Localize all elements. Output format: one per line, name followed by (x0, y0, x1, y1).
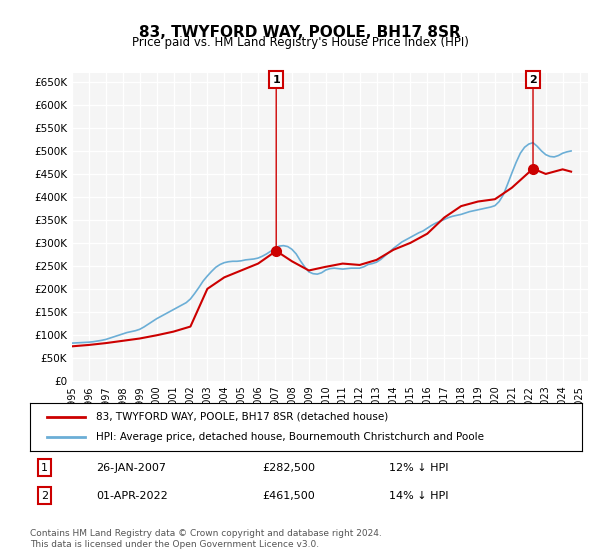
Text: 83, TWYFORD WAY, POOLE, BH17 8SR (detached house): 83, TWYFORD WAY, POOLE, BH17 8SR (detach… (96, 412, 388, 422)
Text: £461,500: £461,500 (262, 491, 314, 501)
Text: 26-JAN-2007: 26-JAN-2007 (96, 463, 166, 473)
Text: HPI: Average price, detached house, Bournemouth Christchurch and Poole: HPI: Average price, detached house, Bour… (96, 432, 484, 442)
Text: 1: 1 (272, 74, 280, 85)
Text: 14% ↓ HPI: 14% ↓ HPI (389, 491, 448, 501)
Text: 12% ↓ HPI: 12% ↓ HPI (389, 463, 448, 473)
Text: £282,500: £282,500 (262, 463, 315, 473)
Text: 2: 2 (529, 74, 537, 85)
Text: Price paid vs. HM Land Registry's House Price Index (HPI): Price paid vs. HM Land Registry's House … (131, 36, 469, 49)
Text: 01-APR-2022: 01-APR-2022 (96, 491, 168, 501)
Text: 2: 2 (41, 491, 48, 501)
Text: 1: 1 (41, 463, 48, 473)
Text: Contains HM Land Registry data © Crown copyright and database right 2024.
This d: Contains HM Land Registry data © Crown c… (30, 529, 382, 549)
Text: 83, TWYFORD WAY, POOLE, BH17 8SR: 83, TWYFORD WAY, POOLE, BH17 8SR (139, 25, 461, 40)
